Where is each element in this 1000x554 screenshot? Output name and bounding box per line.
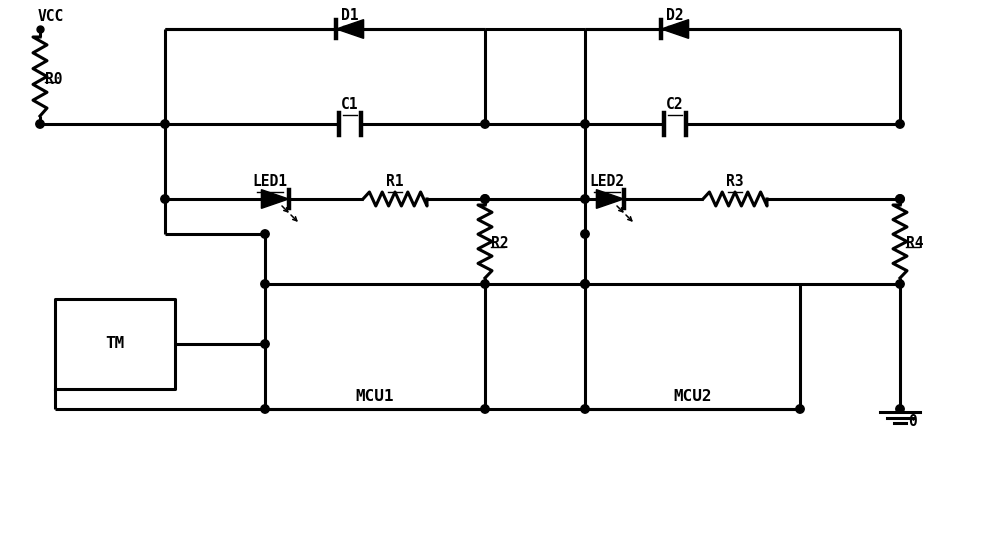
Circle shape <box>161 195 169 203</box>
Circle shape <box>581 280 589 288</box>
Text: R1: R1 <box>386 174 404 189</box>
Text: TM: TM <box>105 336 125 351</box>
Circle shape <box>481 405 489 413</box>
Circle shape <box>261 340 269 348</box>
Text: C1: C1 <box>341 97 359 112</box>
Circle shape <box>481 195 489 203</box>
Circle shape <box>261 405 269 413</box>
Text: MCU1: MCU1 <box>356 389 394 404</box>
Circle shape <box>481 120 489 128</box>
Polygon shape <box>661 19 689 38</box>
Circle shape <box>261 230 269 238</box>
Text: MCU2: MCU2 <box>673 389 712 404</box>
Circle shape <box>896 405 904 413</box>
Circle shape <box>896 195 904 203</box>
Circle shape <box>796 405 804 413</box>
Circle shape <box>161 120 169 128</box>
Text: VCC: VCC <box>38 9 64 24</box>
Circle shape <box>581 280 589 288</box>
Polygon shape <box>596 189 624 208</box>
Text: D2: D2 <box>666 8 684 23</box>
Text: R0: R0 <box>45 72 62 87</box>
Circle shape <box>581 230 589 238</box>
Polygon shape <box>336 19 364 38</box>
Text: LED2: LED2 <box>590 174 624 189</box>
Text: 0: 0 <box>908 414 917 429</box>
Circle shape <box>481 280 489 288</box>
Circle shape <box>896 120 904 128</box>
Circle shape <box>581 405 589 413</box>
Circle shape <box>261 280 269 288</box>
Circle shape <box>36 120 44 128</box>
Circle shape <box>581 120 589 128</box>
Text: C2: C2 <box>666 97 684 112</box>
Text: R3: R3 <box>726 174 744 189</box>
Circle shape <box>481 195 489 203</box>
Circle shape <box>896 195 904 203</box>
Text: D1: D1 <box>341 8 359 23</box>
Circle shape <box>896 280 904 288</box>
Text: R2: R2 <box>491 236 509 251</box>
Text: R4: R4 <box>906 236 924 251</box>
Circle shape <box>581 195 589 203</box>
Polygon shape <box>261 189 289 208</box>
Text: LED1: LED1 <box>252 174 288 189</box>
